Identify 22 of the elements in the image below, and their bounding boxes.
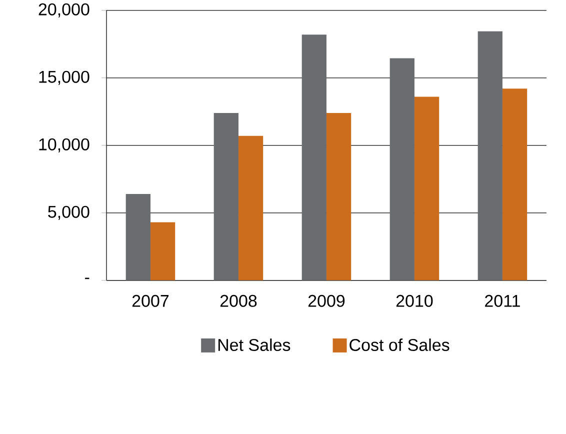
- bar: [126, 194, 150, 280]
- bar: [150, 222, 176, 280]
- bar: [390, 58, 414, 280]
- x-tick-label: 2008: [220, 294, 257, 307]
- y-tick-label: 10,000: [39, 138, 90, 152]
- bar: [238, 136, 264, 280]
- x-tick-label: 2010: [396, 294, 433, 307]
- bar: [414, 96, 440, 280]
- bar: [214, 112, 238, 280]
- bar: [478, 31, 502, 280]
- x-tick-label: 2009: [308, 294, 345, 307]
- bar: [302, 34, 326, 280]
- y-tick-label: 20,000: [38, 3, 90, 18]
- x-tick-label: 2007: [132, 294, 169, 307]
- y-tick-label: -: [85, 278, 90, 279]
- bar: [502, 88, 528, 280]
- x-tick-label: 2011: [485, 294, 520, 307]
- bar: [326, 112, 352, 280]
- legend-label: Net Sales: [218, 338, 290, 351]
- y-tick-label: 5,000: [48, 206, 90, 220]
- legend-label: Cost of Sales: [350, 338, 450, 351]
- y-tick-label: 15,000: [39, 70, 90, 85]
